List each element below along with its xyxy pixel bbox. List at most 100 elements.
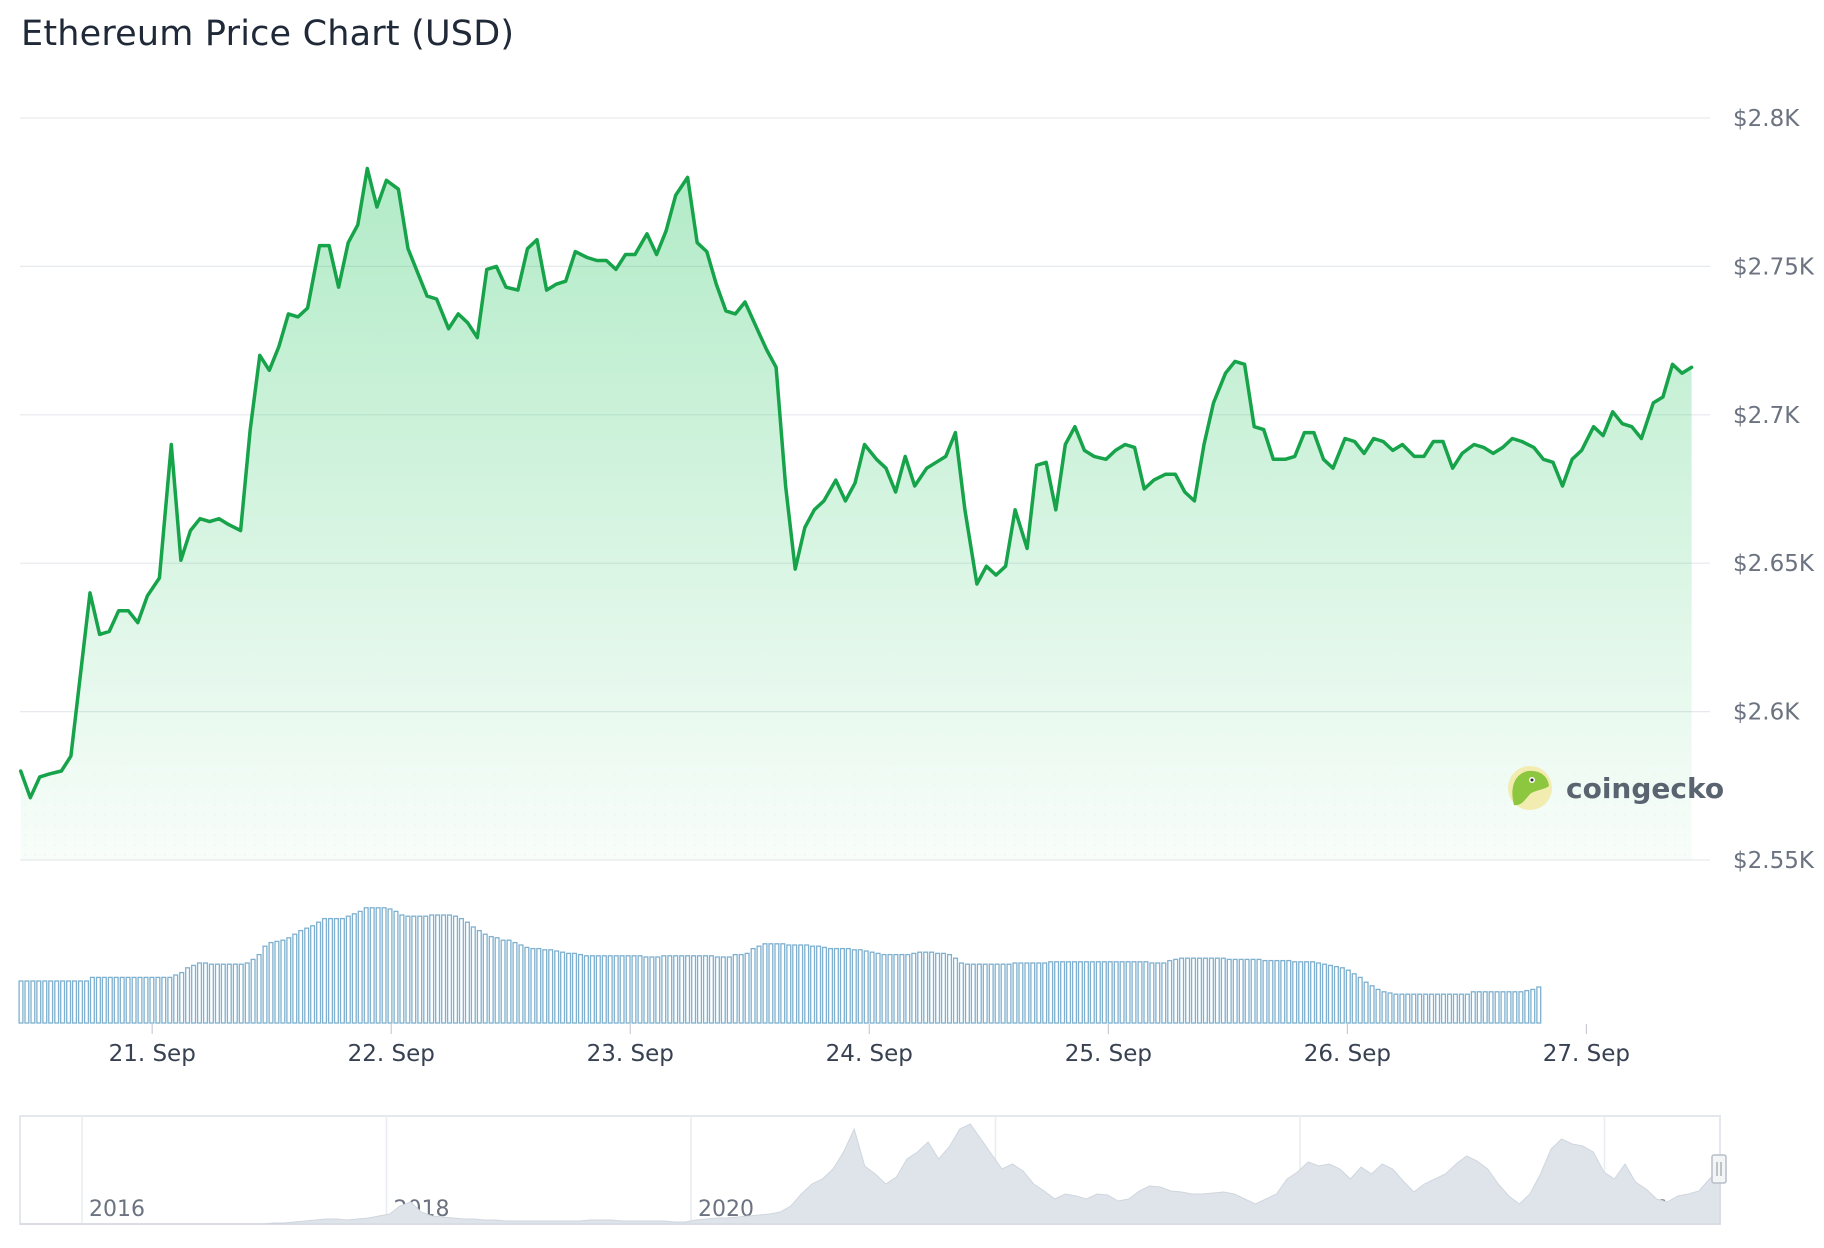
volume-bar [1238,958,1244,1024]
volume-bar [220,963,226,1024]
volume-bar [316,921,322,1024]
volume-bar [1530,988,1536,1024]
volume-bar [524,946,530,1024]
volume-bar [18,980,24,1024]
volume-bar [917,951,923,1024]
volume-bar [869,951,875,1024]
volume-bar [821,946,828,1024]
volume-bar [1405,993,1411,1024]
volume-bar [1339,967,1345,1024]
volume-bar [1393,993,1399,1024]
volume-bar [1060,961,1066,1024]
volume-bar [964,963,970,1024]
volume-bar [1232,958,1238,1024]
volume-bar [786,944,792,1024]
volume-bar [1500,991,1506,1024]
volume-bar [83,980,90,1024]
volume-bar [726,956,732,1024]
volume-bar [1452,993,1458,1024]
volume-bar [1107,961,1113,1024]
volume-bar [185,967,191,1024]
volume-bar [1536,986,1542,1024]
volume-bar [1196,957,1203,1024]
volume-bar [899,953,905,1024]
volume-bar [1417,993,1423,1024]
chart-title: Ethereum Price Chart (USD) [21,14,515,54]
navigator[interactable]: 201620182020202220242026 [19,1115,1727,1225]
x-tick-label: 23. Sep [587,1041,674,1067]
volume-bar [1071,961,1078,1024]
volume-bar [77,980,84,1024]
volume-bar [506,939,512,1024]
volume-bar [280,939,286,1024]
volume-bar [881,953,887,1024]
volume-bar [542,949,548,1024]
volume-bar [1440,993,1447,1024]
volume-bar [1262,959,1268,1024]
volume-bar [1185,957,1191,1024]
volume-bar [1083,961,1089,1024]
volume-bar [1470,991,1476,1024]
volume-bar [1161,962,1167,1024]
volume-bar [1042,962,1048,1024]
x-tick-label: 26. Sep [1304,1041,1391,1067]
y-axis: $2.55K $2.6K $2.65K $2.7K $2.75K $2.8K [1733,106,1815,874]
volume-bar [1012,962,1018,1024]
volume-bar [946,953,953,1024]
volume-bar [810,945,816,1024]
volume-bar [1125,961,1131,1024]
volume-bar [66,980,72,1024]
volume-bar [1524,989,1530,1024]
volume-bar [238,963,244,1024]
volume-bar [482,933,488,1024]
volume-bar [1143,961,1149,1024]
volume-bar [577,953,584,1024]
volume-bar [1458,993,1464,1024]
volume-bar [1226,958,1232,1024]
x-axis: 21. Sep 22. Sep 23. Sep 24. Sep 25. Sep 26. S… [109,1024,1630,1067]
volume-bar [250,958,256,1024]
volume-bar [601,955,607,1024]
volume-bar [685,955,691,1024]
volume-bar [476,929,482,1024]
volume-bar [691,955,697,1024]
volume-bar [30,980,36,1024]
volume-bar [560,951,566,1024]
volume-bars [18,907,1542,1024]
volume-bar [887,953,893,1024]
volume-bar [179,971,185,1024]
navigator-scroll-handle[interactable] [1711,1154,1727,1184]
volume-bar [71,980,78,1024]
volume-bar [1298,961,1304,1024]
volume-bar [226,963,232,1024]
coingecko-wordmark: coingecko [1566,772,1724,805]
volume-bar [429,914,435,1024]
volume-bar [208,963,214,1024]
volume-bar [512,941,518,1024]
volume-bar [827,947,834,1024]
volume-bar [1446,993,1453,1024]
volume-bar [607,955,613,1024]
volume-bar [702,955,709,1024]
volume-bar [304,927,310,1024]
x-tick-label: 27. Sep [1543,1041,1630,1067]
volume-bar [155,976,161,1024]
volume-bar [1054,961,1060,1024]
y-tick-label: $2.65K [1733,551,1815,577]
volume-bar [393,910,399,1024]
volume-bar [548,949,554,1024]
volume-bar [1381,991,1387,1024]
volume-bar [1488,991,1494,1024]
volume-bar [1167,959,1173,1024]
volume-bar [1512,991,1518,1024]
price-line [18,166,1694,800]
volume-bar [1315,962,1322,1024]
volume-bar [696,955,703,1024]
volume-bar [321,917,328,1024]
volume-bar [363,907,369,1024]
volume-bar [1173,958,1179,1024]
volume-bar [119,976,125,1024]
volume-bar [893,953,899,1024]
y-tick-label: $2.7K [1733,403,1800,429]
